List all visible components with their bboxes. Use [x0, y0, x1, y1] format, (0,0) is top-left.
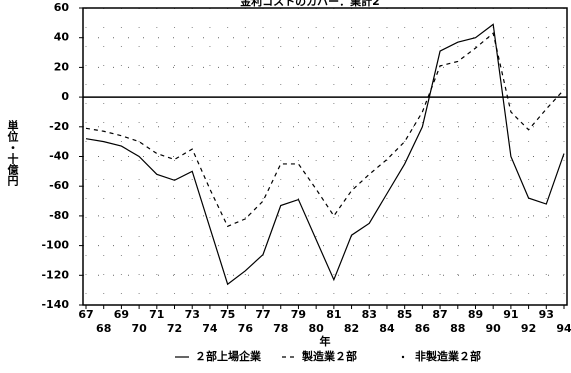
x-tick-label: 74: [202, 322, 218, 335]
x-tick-label: 71: [149, 308, 164, 321]
y-axis-label: 単位・十億円: [6, 119, 19, 187]
x-tick-label: 89: [468, 308, 483, 321]
x-tick-label: 92: [521, 322, 536, 335]
x-tick-label: 72: [167, 322, 182, 335]
x-tick-label: 79: [291, 308, 306, 321]
x-tick-label: 88: [450, 322, 465, 335]
x-axis-label: 年: [320, 334, 331, 348]
x-tick-label: 85: [397, 308, 412, 321]
x-tick-label: 84: [379, 322, 395, 335]
x-tick-label: 90: [486, 322, 502, 335]
y-tick-label: -40: [49, 150, 69, 163]
y-tick-label: -20: [49, 120, 69, 133]
x-tick-label: 80: [308, 322, 324, 335]
y-tick-label: -120: [41, 268, 69, 281]
y-tick-label: 20: [54, 60, 70, 73]
x-tick-label: 86: [415, 322, 431, 335]
legend-swatch: [401, 355, 405, 359]
x-tick-label: 94: [556, 322, 571, 335]
legend-label: ２部上場企業: [195, 349, 262, 363]
y-tick-label: -100: [41, 239, 69, 252]
legend-label: 製造業２部: [301, 349, 357, 363]
series-line: [85, 32, 565, 228]
series-line: [85, 23, 565, 286]
y-tick-label: 60: [54, 1, 70, 14]
x-tick-label: 82: [344, 322, 359, 335]
y-tick-label: 40: [54, 31, 70, 44]
plot-frame: [82, 7, 568, 306]
x-tick-label: 73: [185, 308, 200, 321]
x-tick-label: 78: [273, 322, 288, 335]
x-tick-label: 87: [432, 308, 447, 321]
x-tick-label: 77: [255, 308, 270, 321]
x-tick-label: 81: [326, 308, 341, 321]
x-tick-label: 70: [131, 322, 147, 335]
x-tick-label: 67: [78, 308, 93, 321]
x-tick-label: 83: [362, 308, 377, 321]
x-tick-label: 69: [114, 308, 129, 321]
x-tick-label: 76: [238, 322, 254, 335]
y-tick-label: -140: [41, 298, 69, 311]
x-tick-label: 91: [503, 308, 518, 321]
y-tick-label: 0: [61, 90, 69, 103]
x-tick-label: 68: [96, 322, 111, 335]
x-tick-label: 75: [220, 308, 235, 321]
legend-label: 非製造業２部: [415, 349, 481, 363]
y-tick-label: -80: [49, 209, 69, 222]
y-tick-label: -60: [49, 179, 69, 192]
chart-title: 金利コストのカバー：業計2: [239, 0, 380, 8]
x-tick-label: 93: [539, 308, 554, 321]
